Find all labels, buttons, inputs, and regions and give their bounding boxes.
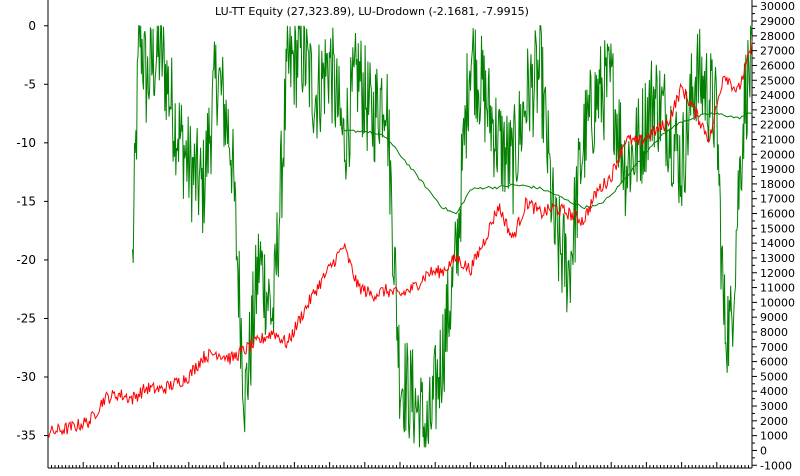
right-axis: 3000029000280002700026000250002400023000… <box>751 0 795 472</box>
right-tick-label: 28000 <box>760 30 795 43</box>
right-tick-label: 9000 <box>760 311 788 324</box>
bottom-axis <box>47 462 753 469</box>
series-equity-line <box>47 40 753 439</box>
right-tick-label: 23000 <box>760 104 795 117</box>
right-tick-label: 13000 <box>760 252 795 265</box>
right-tick-label: 25000 <box>760 74 795 87</box>
left-axis: 0 -5 -10 -15 -20 -25 -30 -35 <box>16 0 49 468</box>
chart-title: LU-TT Equity (27,323.89), LU-Drodown (-2… <box>215 5 529 18</box>
left-tick-label: 0 <box>28 19 36 33</box>
series-drawdown-line <box>132 25 753 448</box>
right-tick-label: 5000 <box>760 370 788 383</box>
left-tick-label: -25 <box>16 311 36 325</box>
left-tick-label: -10 <box>16 136 36 150</box>
right-tick-label: 6000 <box>760 356 788 369</box>
right-tick-label: 8000 <box>760 326 788 339</box>
right-tick-label: 19000 <box>760 163 795 176</box>
right-tick-label: 24000 <box>760 89 795 102</box>
plot-lines <box>47 25 753 448</box>
right-tick-label: 1000 <box>760 430 788 443</box>
right-tick-label: 16000 <box>760 208 795 221</box>
left-tick-label: -30 <box>16 370 36 384</box>
right-tick-label: 7000 <box>760 341 788 354</box>
right-tick-label: 15000 <box>760 222 795 235</box>
left-tick-label: -5 <box>24 77 36 91</box>
right-tick-label: 21000 <box>760 133 795 146</box>
right-tick-label: 27000 <box>760 45 795 58</box>
right-tick-label: 14000 <box>760 237 795 250</box>
left-tick-label: -35 <box>16 429 36 443</box>
right-tick-label: 18000 <box>760 178 795 191</box>
right-tick-label: 20000 <box>760 148 795 161</box>
right-tick-label: 29000 <box>760 15 795 28</box>
right-tick-label: 3000 <box>760 400 788 413</box>
right-tick-label: 22000 <box>760 119 795 132</box>
right-tick-label: 0 <box>760 444 767 457</box>
right-tick-label: -1000 <box>760 459 792 472</box>
right-tick-label: 11000 <box>760 282 795 295</box>
right-tick-label: 30000 <box>760 0 795 13</box>
series-drawdown-average-line <box>343 112 753 215</box>
right-tick-label: 10000 <box>760 296 795 309</box>
right-tick-label: 2000 <box>760 415 788 428</box>
right-tick-label: 4000 <box>760 385 788 398</box>
right-tick-label: 17000 <box>760 193 795 206</box>
left-tick-label: -15 <box>16 194 36 208</box>
right-tick-label: 26000 <box>760 59 795 72</box>
right-tick-label: 12000 <box>760 267 795 280</box>
left-tick-label: -20 <box>16 253 36 267</box>
